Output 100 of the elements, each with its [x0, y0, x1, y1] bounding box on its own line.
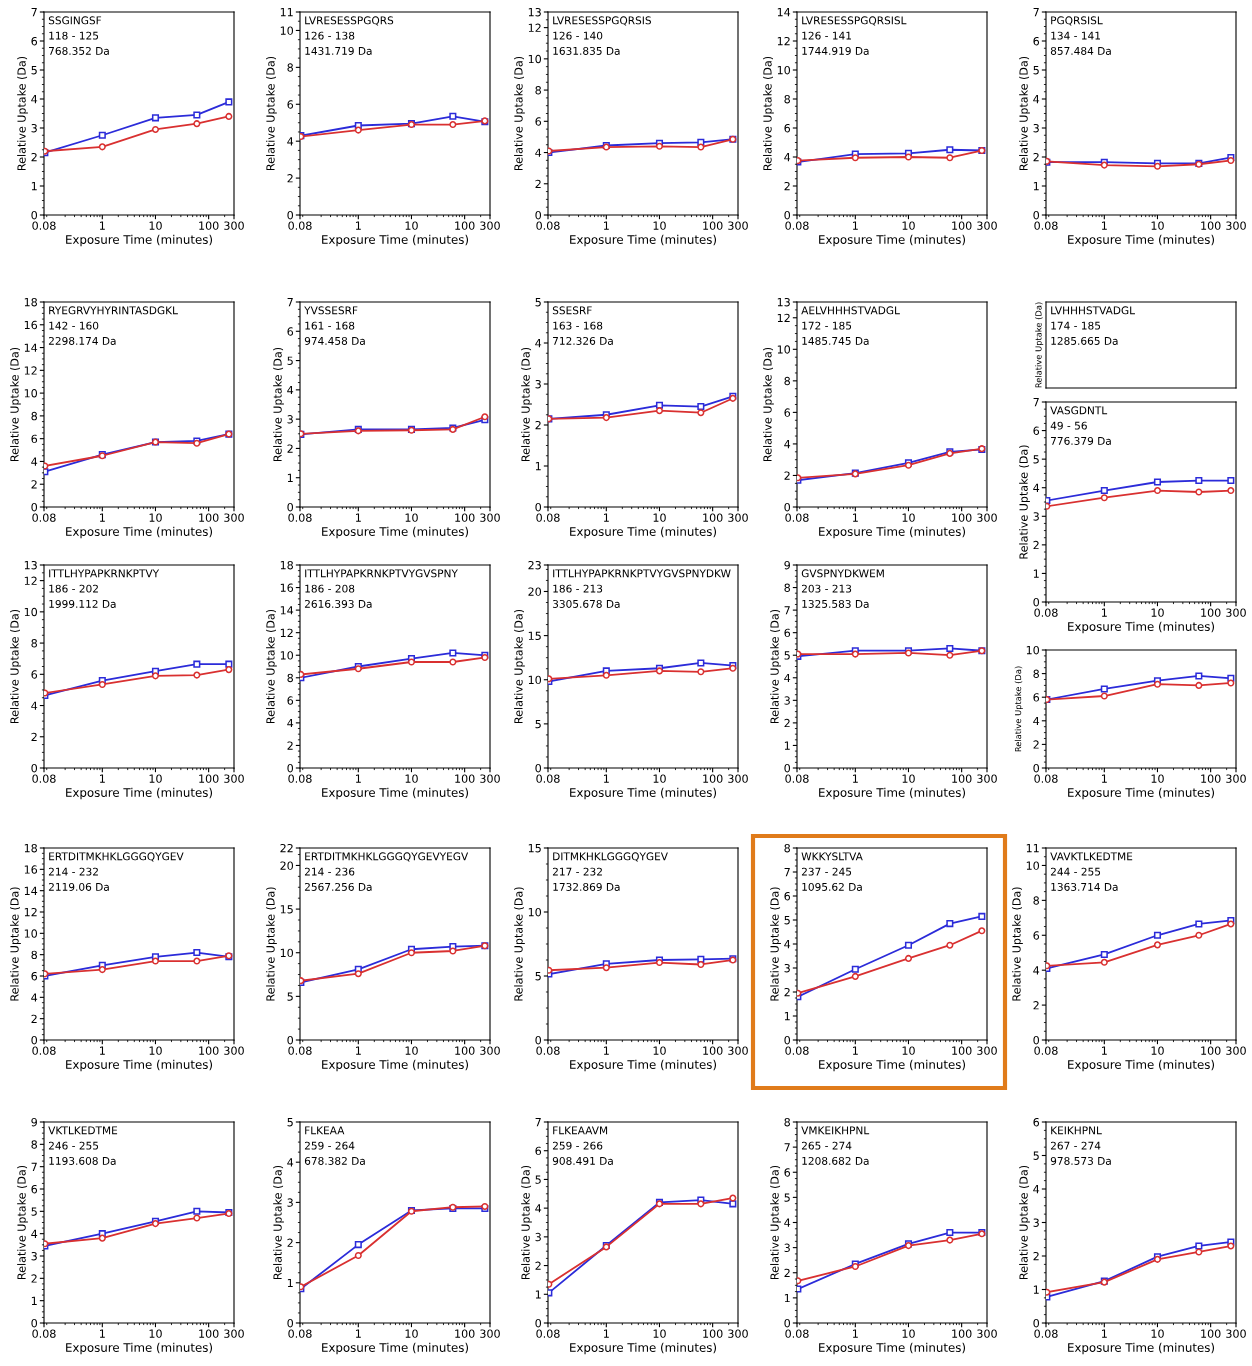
y-tick-label: 10	[777, 345, 791, 354]
y-tick-label: 8	[31, 411, 37, 421]
y-tick-label: 10	[777, 65, 791, 75]
annotation: 1208.682 Da	[802, 1156, 869, 1165]
y-tick-label: 4	[31, 701, 38, 710]
y-tick-label: 7	[784, 606, 790, 615]
x-axis-title: Exposure Time (minutes)	[819, 1342, 965, 1355]
x-tick-label: 0.08	[1034, 1329, 1058, 1338]
y-tick-label: 8	[784, 583, 790, 592]
x-tick-label: 100	[952, 513, 972, 522]
x-tick-label: 10	[1151, 221, 1164, 230]
y-tick-label: 2	[1033, 540, 1039, 550]
y-tick-label: 5	[31, 1207, 37, 1216]
y-tick-label: 6	[31, 434, 38, 444]
x-tick-label: 300	[728, 221, 748, 230]
x-tick-label: 100	[455, 1046, 475, 1055]
y-axis-title: Relative Uptake (Da)	[770, 1165, 781, 1279]
annotation: 1485.745 Da	[802, 336, 869, 345]
x-axis-title: Exposure Time (minutes)	[1068, 787, 1214, 800]
x-tick-label: 300	[480, 774, 500, 783]
y-tick-label: 2	[287, 444, 293, 453]
y-tick-label: 0	[1033, 1035, 1040, 1045]
y-tick-label: 10	[280, 948, 294, 958]
y-axis-title: Relative Uptake (Da)	[770, 887, 781, 1001]
y-axis-title: Relative Uptake (Da)	[10, 609, 21, 723]
y-tick-label: 18	[24, 843, 37, 853]
text: 1285.665 Da	[1051, 336, 1118, 345]
x-tick-label: 300	[728, 1329, 748, 1338]
x-axis-title: Exposure Time (minutes)	[1068, 621, 1214, 634]
y-axis-title: Relative Uptake (Da)	[521, 1165, 532, 1279]
annotation: 142 - 160	[49, 321, 99, 330]
x-tick-label: 1	[356, 513, 361, 522]
y-tick-label: 0	[287, 763, 294, 773]
x-tick-label: 0.08	[32, 1329, 56, 1338]
annotation: 978.573 Da	[1050, 1156, 1111, 1165]
y-axis-title: Relative Uptake (Da)	[1012, 887, 1023, 1001]
x-tick-label: 100	[1201, 608, 1221, 617]
x-tick-label: 100	[1201, 1046, 1221, 1055]
y-tick-label: 12	[24, 576, 37, 585]
annotation: 161 - 168	[305, 321, 355, 330]
y-tick-label: 1	[535, 462, 541, 471]
x-tick-label: 300	[224, 513, 244, 522]
x-tick-label: 10	[1151, 1329, 1164, 1338]
x-tick-label: 300	[977, 1046, 997, 1055]
annotation: 214 - 236	[304, 867, 355, 876]
x-axis-title: Exposure Time (minutes)	[66, 1059, 212, 1072]
y-axis-title: Relative Uptake (Da)	[266, 609, 277, 723]
x-axis-title: Exposure Time (minutes)	[570, 1342, 716, 1355]
y-tick-label: 10	[528, 675, 542, 685]
y-tick-label: 12	[280, 628, 293, 637]
y-tick-label: 4	[784, 440, 791, 449]
x-axis-title: Exposure Time (minutes)	[570, 234, 716, 247]
x-axis-title: Exposure Time (minutes)	[322, 1059, 468, 1072]
annotation: ERTDITMKHKLGGGQYGEVYEGV	[305, 852, 469, 862]
y-tick-label: 5	[784, 1193, 790, 1202]
x-tick-label: 100	[455, 221, 475, 230]
y-tick-label: 6	[31, 1184, 38, 1194]
y-tick-label: 12	[24, 366, 37, 375]
y-axis-title: Relative Uptake (Da)	[10, 347, 21, 461]
y-tick-label: 5	[1033, 66, 1039, 75]
y-tick-label: 4	[31, 1229, 38, 1238]
y-tick-label: 16	[280, 583, 294, 592]
x-tick-label: 0.08	[1034, 774, 1058, 783]
annotation: SSGINGSF	[48, 16, 102, 25]
x-tick-label: 300	[480, 1046, 500, 1055]
x-tick-label: 0.08	[288, 221, 312, 230]
y-tick-label: 16	[24, 320, 38, 330]
x-tick-label: 1	[1102, 1046, 1107, 1055]
x-axis-title: Exposure Time (minutes)	[819, 526, 965, 539]
y-tick-label: 1	[1033, 1285, 1039, 1294]
y-tick-label: 14	[24, 343, 38, 352]
y-tick-label: 6	[31, 971, 38, 981]
y-tick-label: 4	[1033, 716, 1040, 726]
y-tick-label: 10	[280, 651, 294, 660]
y-tick-label: 12	[777, 313, 790, 322]
y-tick-label: 0	[31, 1318, 38, 1328]
x-tick-label: 300	[728, 774, 748, 783]
y-tick-label: 4	[1033, 95, 1040, 104]
x-tick-label: 1	[356, 1046, 361, 1055]
annotation: 214 - 232	[48, 867, 98, 876]
y-axis-title: Relative Uptake (Da)	[266, 56, 277, 170]
y-tick-label: 20	[280, 861, 294, 870]
y-tick-label: 8	[287, 63, 293, 72]
annotation: ERTDITMKHKLGGGQYGEV	[49, 852, 184, 862]
y-tick-label: 0	[535, 1318, 542, 1328]
x-axis-title: Exposure Time (minutes)	[1068, 1342, 1214, 1355]
y-tick-label: 6	[1033, 693, 1040, 702]
x-axis-title: Exposure Time (minutes)	[819, 1059, 965, 1072]
x-tick-label: 300	[1226, 221, 1246, 230]
x-tick-label: 300	[1226, 1329, 1246, 1338]
text: 174 - 185	[1051, 321, 1101, 330]
y-axis-title: Relative Uptake (Da)	[1019, 1165, 1030, 1279]
y-tick-label: 22	[280, 843, 293, 853]
y-tick-label: 4	[287, 719, 294, 728]
y-axis-title: Relative Uptake (Da)	[266, 887, 277, 1001]
y-tick-label: 4	[1033, 1185, 1040, 1194]
y-tick-label: 8	[535, 86, 541, 95]
y-axis-title: Relative Uptake (Da)	[273, 347, 284, 461]
y-tick-label: 6	[1033, 1117, 1040, 1127]
y-tick-label: 9	[784, 560, 790, 570]
